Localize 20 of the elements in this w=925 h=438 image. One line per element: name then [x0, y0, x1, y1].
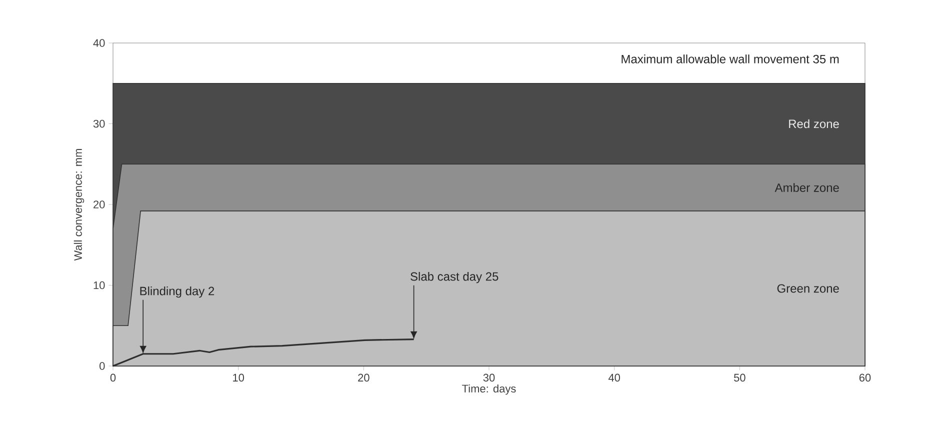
y-tick-label: 30 [93, 120, 105, 128]
series-label: Green zone [777, 284, 839, 293]
x-tick-label: 0 [110, 374, 116, 382]
x-tick-label: 30 [483, 374, 495, 382]
series-label: Amber zone [774, 183, 839, 192]
y-tick-label: 10 [94, 281, 105, 290]
x-tick-label: 40 [608, 374, 620, 382]
x-tick-label: 20 [358, 374, 370, 382]
series-label: Red zone [789, 119, 839, 128]
x-axis-title: Time: days [462, 384, 516, 395]
y-tick-label: 20 [94, 200, 105, 208]
x-tick-label: 50 [734, 374, 746, 382]
y-tick-label: 40 [93, 39, 105, 47]
annotation: Maximum allowable wall movement 35 m [622, 54, 839, 64]
y-axis-title: Wall convergence: mm [74, 148, 84, 261]
x-tick-label: 60 [859, 374, 871, 382]
annotation: Blinding day 2 [140, 286, 214, 298]
annotation: Slab cast day 25 [410, 272, 498, 284]
x-tick-label: 10 [233, 374, 244, 382]
y-tick-label: 0 [100, 362, 105, 370]
